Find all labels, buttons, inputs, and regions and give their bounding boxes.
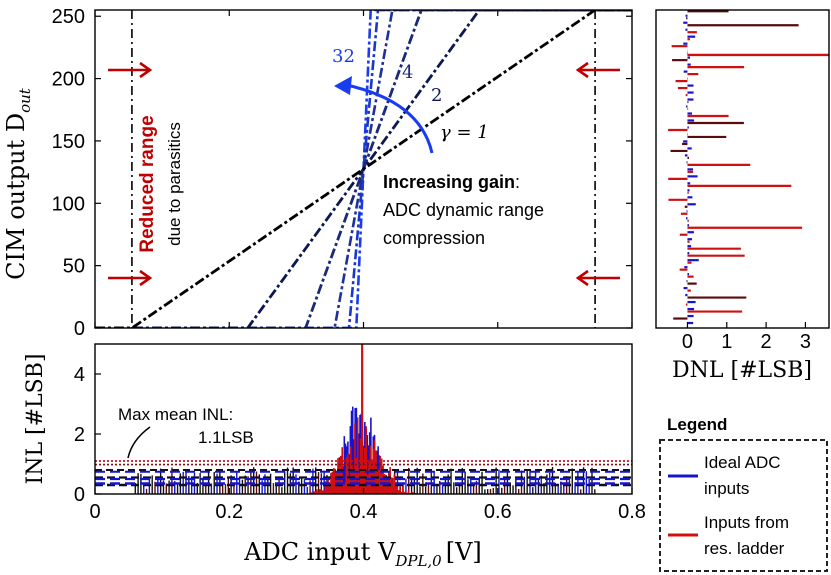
transfer-plot: 0 50 100 150 200 250 CIM output Dout Reduced …: [2, 6, 633, 340]
transfer-y-tick-label: 50: [63, 256, 85, 278]
inl-x-ticks: 0 0.2 0.4 0.6 0.8: [89, 488, 646, 523]
inl-y-tick-label: 4: [74, 364, 85, 386]
inl-y-tick-label: 2: [74, 424, 85, 446]
arrow-right-top-head: [139, 61, 153, 79]
max-mean-inl-value: 1.1LSB: [198, 428, 254, 447]
transfer-y-tick-label: 200: [52, 69, 85, 91]
inl-x-tick-label: 0.2: [215, 501, 243, 523]
transfer-y-label: CIM output Dout: [2, 87, 34, 280]
arrow-left-top-head: [575, 61, 589, 79]
inl-x-tick-label: 0.4: [350, 501, 378, 523]
legend-label-ladder-line1: Inputs from: [704, 513, 789, 532]
parasitics-label: due to parasitics: [165, 122, 184, 246]
dnl-x-tick-label: 1: [721, 331, 732, 353]
dnl-x-label: DNL [#LSB]: [672, 358, 812, 383]
transfer-series-group: [95, 10, 632, 328]
legend-label-ideal-line1: Ideal ADC: [704, 453, 781, 472]
legend-label-ladder-line2: res. ladder: [704, 539, 785, 558]
dnl-plot: 0 1 2 3 DNL [#LSB]: [655, 9, 830, 383]
reduced-range-label: Reduced range: [137, 115, 158, 252]
compression-label-line2: compression: [383, 228, 485, 248]
transfer-y-tick-label: 150: [52, 131, 85, 153]
inl-y-ticks: 0 2 4: [74, 364, 101, 506]
inl-x-label: ADC input VDPL,0 [V]: [243, 538, 482, 570]
increasing-gain-arrowhead-icon: [334, 76, 352, 95]
transfer-y-tick-label: 100: [52, 193, 85, 215]
reduced-range-arrows: [108, 61, 620, 287]
inl-x-tick-label: 0: [89, 501, 100, 523]
inl-y-tick-label: 0: [74, 484, 85, 506]
transfer-y-tick-label: 0: [74, 318, 85, 340]
max-mean-inl-pointer: [127, 426, 151, 459]
gain-label-4: 4: [402, 62, 413, 83]
dnl-x-tick-label: 0: [682, 331, 693, 353]
legend: Legend Ideal ADC inputs Inputs from res.…: [659, 415, 828, 572]
max-mean-inl-label: Max mean INL:: [118, 405, 233, 424]
legend-title: Legend: [667, 415, 727, 434]
transfer-y-tick-label: 250: [52, 6, 85, 28]
transfer-y-ticks: 0 50 100 150 200 250: [52, 6, 633, 340]
dnl-x-tick-label: 3: [800, 331, 811, 353]
gain-label-32: 32: [332, 46, 355, 67]
increasing-gain-arrow-icon: [341, 82, 434, 154]
legend-box: [659, 439, 828, 572]
inl-plot: 0 0.2 0.4 0.6 0.8 0 2 4 INL [#LSB] ADC input V…: [23, 343, 646, 570]
dnl-bars-group: [668, 10, 829, 327]
compression-label-line1: ADC dynamic range: [383, 200, 544, 220]
transfer-series-gamma=1: [95, 10, 632, 328]
gain-label-2: 2: [431, 85, 442, 106]
inl-x-tick-label: 0.8: [618, 501, 646, 523]
arrow-left-bottom-head: [575, 269, 589, 287]
dnl-x-ticks: 0 1 2 3: [682, 322, 811, 353]
gain-label-gamma-1: γ = 1: [440, 122, 489, 143]
arrow-right-bottom-head: [139, 269, 153, 287]
legend-label-ideal-line2: inputs: [704, 479, 749, 498]
dnl-plot-frame: [655, 9, 830, 329]
increasing-gain-label: Increasing gain:: [383, 172, 520, 192]
inl-y-label: INL [#LSB]: [23, 354, 48, 485]
inl-x-tick-label: 0.6: [484, 501, 512, 523]
dnl-x-tick-label: 2: [761, 331, 772, 353]
